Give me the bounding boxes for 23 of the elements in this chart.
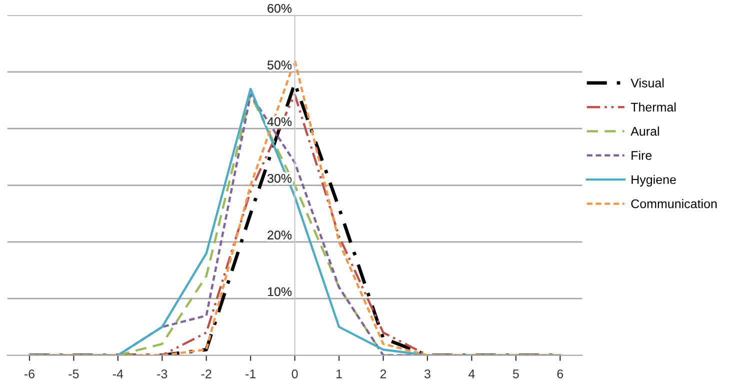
y-tick-label: 20% <box>268 230 292 240</box>
x-tick-label: -4 <box>112 370 124 378</box>
legend-label: Visual <box>630 78 664 88</box>
x-tick-label: 0 <box>292 369 298 378</box>
x-tick-label: -3 <box>157 369 168 378</box>
y-tick-label: 50% <box>268 60 292 70</box>
y-tick-label: 60% <box>268 4 292 13</box>
legend-label: Fire <box>632 150 652 160</box>
legend-label: Thermal <box>630 102 676 112</box>
x-tick-label: 6 <box>557 369 564 378</box>
x-tick-label: -2 <box>201 369 212 378</box>
x-tick-label: 5 <box>512 370 519 378</box>
y-tick-label: 10% <box>268 287 292 296</box>
x-tick-label: -1 <box>246 370 256 378</box>
x-tick-label: -5 <box>68 370 79 378</box>
legend-label: Aural <box>630 126 659 136</box>
x-tick-label: -6 <box>24 369 34 378</box>
legend-label: Communication <box>631 199 717 208</box>
x-tick-label: 1 <box>336 370 342 378</box>
x-tick-label: 3 <box>424 369 430 378</box>
x-tick-label: 2 <box>380 369 386 378</box>
legend-label: Hygiene <box>632 174 676 187</box>
x-tick-label: 4 <box>468 370 475 378</box>
